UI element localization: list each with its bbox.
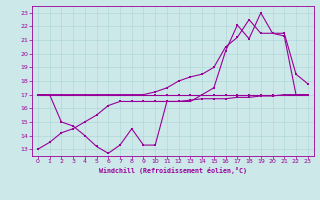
X-axis label: Windchill (Refroidissement éolien,°C): Windchill (Refroidissement éolien,°C) — [99, 167, 247, 174]
